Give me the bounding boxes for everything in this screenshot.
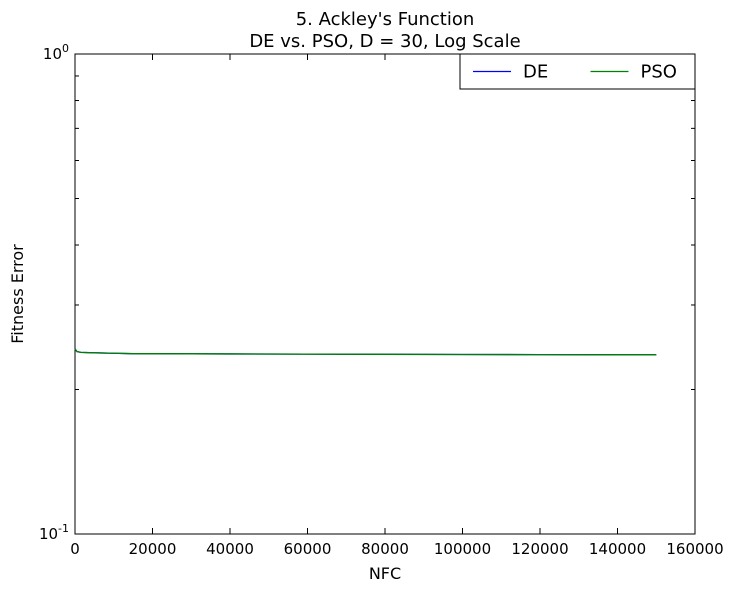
x-tick-label: 140000 [589,540,646,558]
chart-title: 5. Ackley's Function [296,9,475,30]
x-tick-label: 20000 [129,540,177,558]
x-tick-label: 40000 [206,540,254,558]
legend: DE PSO [459,53,696,90]
x-tick-label: 160000 [666,540,723,558]
plot-frame [74,53,696,535]
x-tick-label: 0 [70,540,80,558]
x-tick-label: 60000 [284,540,332,558]
y-tick-label: 100 [43,42,69,63]
plot-area: 0 20000 40000 60000 80000 100000 120000 140000 1… [39,42,724,558]
series-line-pso [74,348,657,356]
x-axis-label: NFC [369,564,401,583]
legend-label-pso: PSO [641,62,677,83]
x-tick-label: 80000 [361,540,409,558]
x-tick-label: 120000 [511,540,568,558]
legend-label-de: DE [523,62,548,83]
y-tick-label: 10-1 [39,522,69,543]
x-tick-label: 100000 [434,540,491,558]
y-axis-label: Fitness Error [8,244,27,344]
chart-subtitle: DE vs. PSO, D = 30, Log Scale [249,31,520,52]
